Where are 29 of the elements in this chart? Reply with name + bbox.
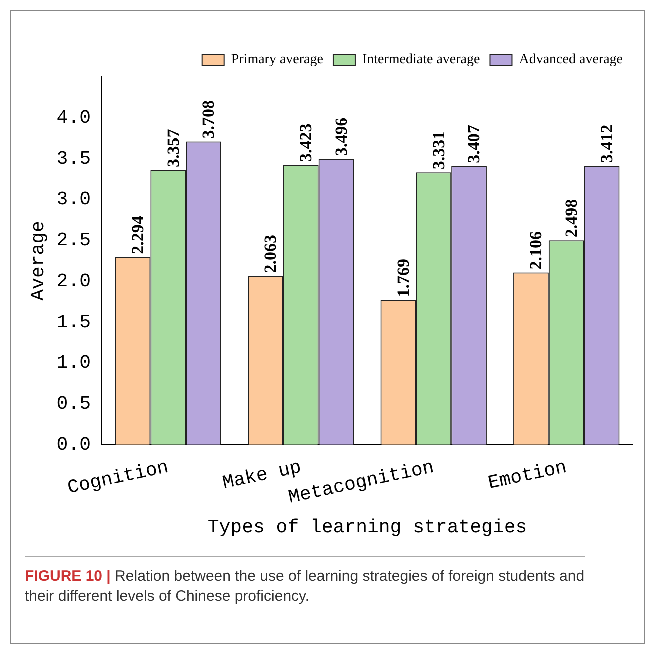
y-tick-label: 1.0 (56, 352, 92, 374)
y-tick-label: 0.0 (56, 434, 92, 456)
y-tick-label: 1.5 (56, 311, 92, 334)
data-label: 2.106 (526, 231, 546, 270)
data-label: 2.498 (562, 199, 582, 238)
data-label: 2.063 (261, 234, 280, 274)
y-tick-label: 4.0 (56, 106, 92, 129)
data-label: 3.331 (429, 131, 448, 170)
data-label: 2.294 (128, 216, 148, 254)
x-axis-title: Types of learning strategies (208, 516, 528, 539)
data-label: 3.407 (464, 124, 484, 164)
data-label: 3.423 (296, 124, 316, 162)
y-tick-label: 2.5 (56, 230, 92, 252)
x-tick-label: Cognition (66, 456, 171, 500)
data-label: 3.496 (332, 118, 351, 156)
y-tick-label: 3.5 (56, 148, 92, 170)
y-tick-label: 2.0 (56, 270, 92, 292)
data-label: 3.412 (597, 124, 616, 163)
y-axis-title: Average (27, 221, 50, 301)
data-label: 3.708 (199, 100, 218, 139)
legend-label: Advanced average (519, 52, 624, 68)
y-tick-label: 3.0 (56, 188, 92, 211)
legend-label: Primary average (231, 52, 324, 68)
legend-label: Intermediate average (362, 52, 480, 68)
y-tick-label: 0.5 (56, 393, 92, 416)
x-tick-label: Emotion (486, 456, 569, 495)
data-label: 3.357 (164, 128, 183, 168)
data-label: 1.769 (394, 259, 413, 298)
caption: FIGURE 10 | Relation between the use of learning strategies of foreign students and their different levels of Chinese proficiency. (25, 556, 585, 608)
